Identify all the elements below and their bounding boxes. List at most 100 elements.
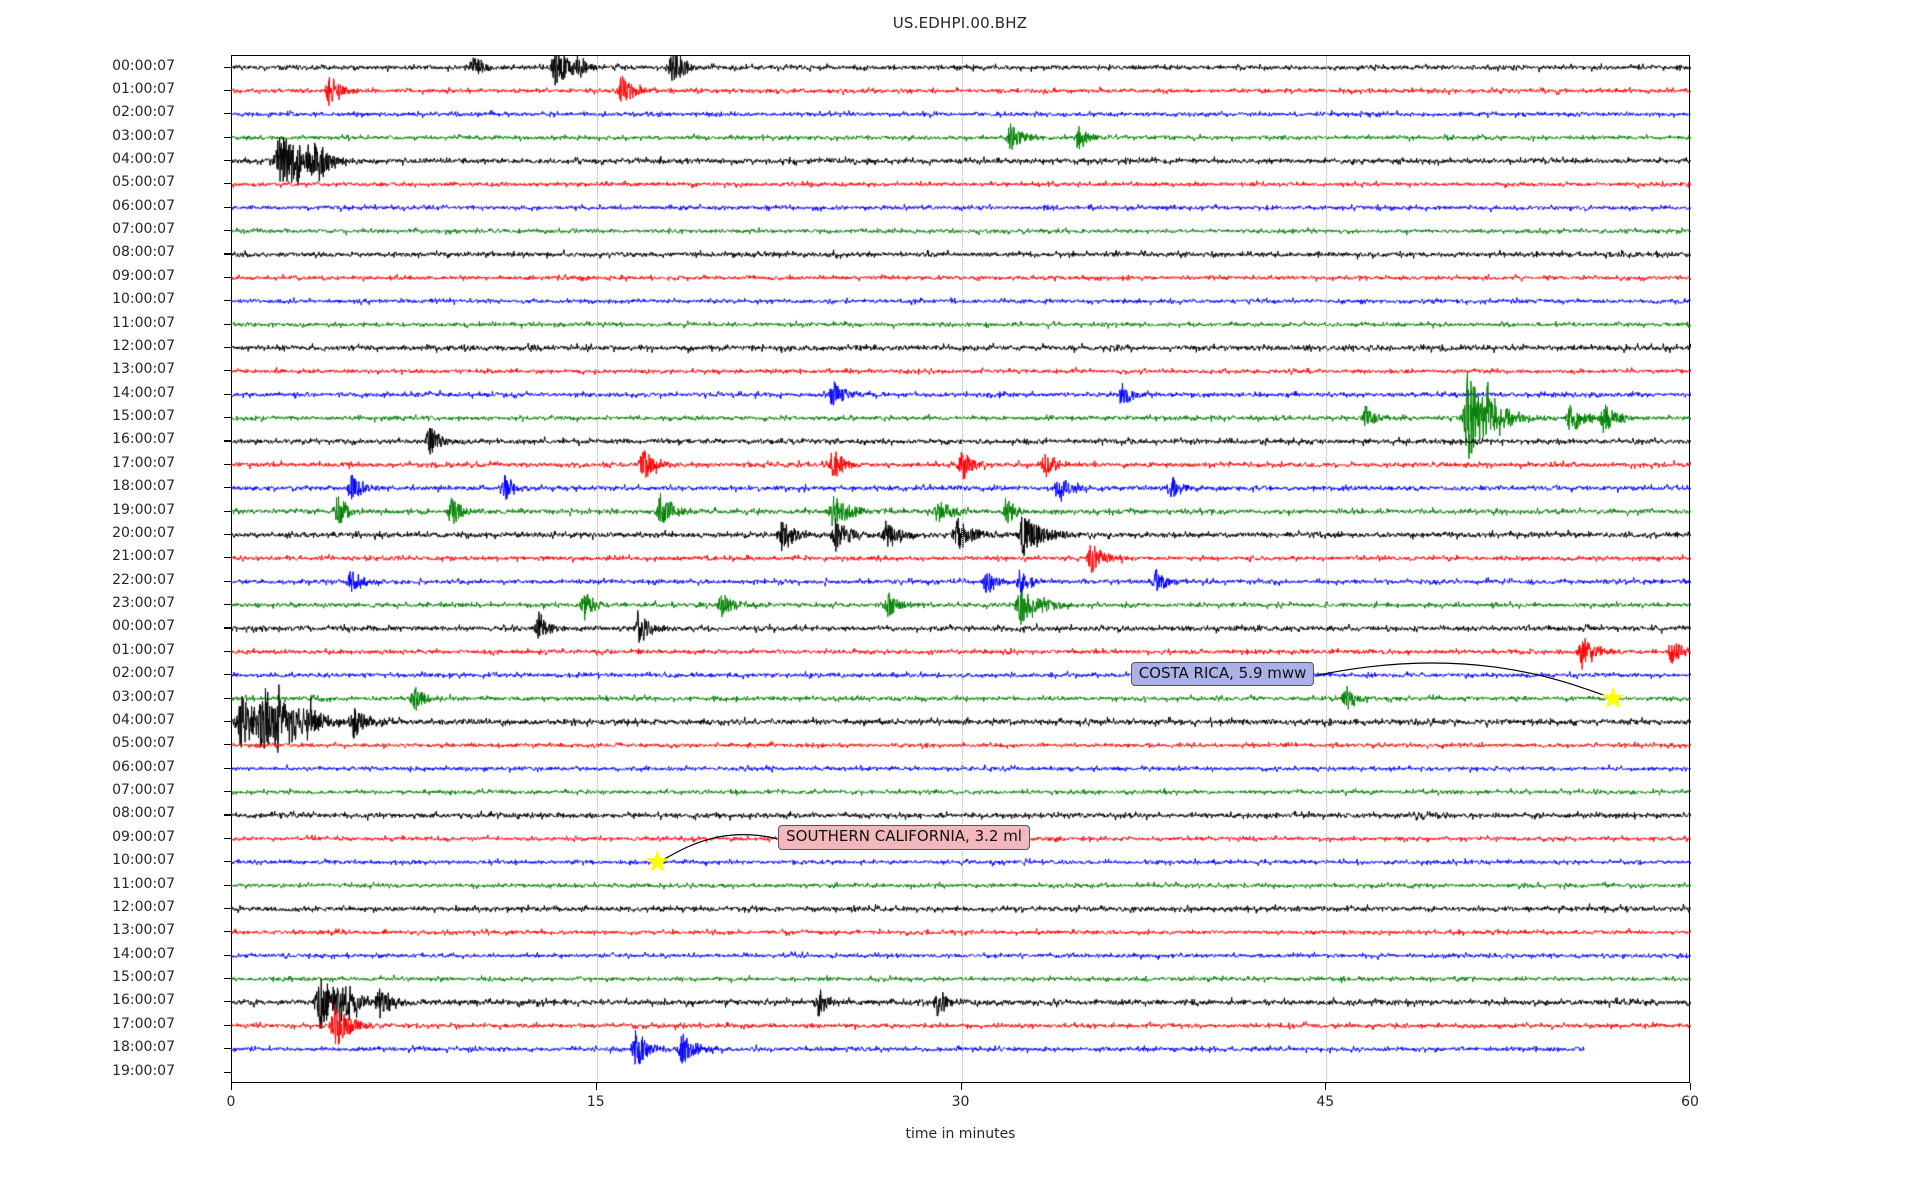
x-tick-label-60: 60 — [1681, 1094, 1699, 1110]
y-tick-mark-25 — [224, 650, 231, 652]
y-tick-mark-38 — [224, 954, 231, 956]
y-tick-mark-1 — [224, 89, 231, 91]
x-tick-mark-60 — [1690, 1083, 1692, 1090]
y-tick-label-6: 06:00:07 — [112, 197, 175, 214]
y-tick-label-11: 11:00:07 — [112, 314, 175, 331]
y-tick-label-8: 08:00:07 — [112, 244, 175, 261]
y-tick-mark-17 — [224, 463, 231, 465]
y-tick-mark-7 — [224, 230, 231, 232]
y-tick-mark-19 — [224, 510, 231, 512]
event-annotation-label: COSTA RICA, 5.9 mww — [1130, 661, 1315, 687]
y-tick-label-42: 18:00:07 — [112, 1039, 175, 1056]
y-tick-label-14: 14:00:07 — [112, 384, 175, 401]
y-tick-label-27: 03:00:07 — [112, 688, 175, 705]
y-tick-mark-39 — [224, 978, 231, 980]
y-tick-mark-33 — [224, 837, 231, 839]
y-tick-label-25: 01:00:07 — [112, 641, 175, 658]
y-tick-mark-23 — [224, 604, 231, 606]
y-tick-label-26: 02:00:07 — [112, 665, 175, 682]
y-tick-mark-41 — [224, 1024, 231, 1026]
y-tick-label-34: 10:00:07 — [112, 852, 175, 869]
y-tick-mark-8 — [224, 253, 231, 255]
y-tick-mark-42 — [224, 1048, 231, 1050]
y-tick-label-10: 10:00:07 — [112, 291, 175, 308]
y-tick-label-38: 14:00:07 — [112, 945, 175, 962]
y-tick-label-36: 12:00:07 — [112, 898, 175, 915]
y-tick-mark-4 — [224, 159, 231, 162]
y-tick-label-12: 12:00:07 — [112, 337, 175, 354]
y-tick-label-2: 02:00:07 — [112, 104, 175, 121]
y-tick-label-5: 05:00:07 — [112, 174, 175, 191]
x-tick-mark-30 — [960, 1083, 962, 1090]
x-axis-label: time in minutes — [905, 1126, 1016, 1142]
y-tick-mark-36 — [224, 907, 231, 909]
y-tick-label-13: 13:00:07 — [112, 361, 175, 378]
x-tick-label-15: 15 — [586, 1094, 605, 1110]
y-tick-label-22: 22:00:07 — [112, 571, 175, 588]
y-tick-mark-14 — [224, 393, 231, 395]
y-tick-label-7: 07:00:07 — [112, 221, 175, 238]
y-tick-mark-26 — [224, 674, 231, 676]
y-tick-label-39: 15:00:07 — [112, 969, 175, 985]
y-tick-mark-35 — [224, 884, 231, 886]
y-tick-label-31: 07:00:07 — [112, 782, 175, 799]
y-tick-label-15: 15:00:07 — [112, 408, 175, 425]
y-tick-mark-31 — [224, 791, 231, 793]
y-tick-mark-5 — [224, 183, 231, 185]
y-tick-label-24: 00:00:07 — [112, 618, 175, 635]
y-tick-label-29: 05:00:07 — [112, 735, 175, 752]
y-tick-label-35: 11:00:07 — [112, 875, 175, 892]
y-tick-mark-10 — [224, 300, 231, 302]
y-tick-label-21: 21:00:07 — [112, 548, 175, 565]
y-tick-label-37: 13:00:07 — [112, 922, 175, 939]
y-tick-label-40: 16:00:07 — [112, 992, 175, 1009]
y-tick-label-20: 20:00:07 — [112, 524, 175, 541]
gridline-45 — [1326, 56, 1328, 1084]
x-tick-label-45: 45 — [1316, 1094, 1335, 1110]
page-title: US.EDHPI.00.BHZ — [892, 14, 1028, 32]
y-tick-mark-29 — [224, 744, 231, 746]
y-tick-label-17: 17:00:07 — [112, 454, 175, 471]
y-tick-mark-2 — [224, 113, 231, 115]
y-tick-mark-43 — [224, 1071, 231, 1073]
x-tick-mark-15 — [595, 1083, 597, 1090]
y-tick-mark-24 — [224, 627, 231, 629]
y-tick-mark-12 — [224, 346, 231, 349]
x-tick-label-30: 30 — [951, 1094, 970, 1110]
y-tick-mark-9 — [224, 276, 231, 278]
y-tick-label-33: 09:00:07 — [112, 828, 175, 845]
y-tick-label-19: 19:00:07 — [112, 501, 175, 518]
y-tick-mark-21 — [224, 557, 231, 559]
event-annotation-label: SOUTHERN CALIFORNIA, 3.2 ml — [778, 825, 1030, 851]
y-tick-label-18: 18:00:07 — [112, 478, 175, 495]
plot-axes — [231, 55, 1691, 1084]
y-tick-mark-34 — [224, 861, 231, 863]
y-tick-label-0: 00:00:07 — [112, 57, 175, 74]
y-tick-mark-30 — [224, 767, 231, 769]
x-tick-mark-45 — [1325, 1083, 1327, 1090]
x-tick-mark-0 — [231, 1083, 233, 1090]
y-tick-mark-0 — [224, 66, 231, 68]
y-tick-label-1: 01:00:07 — [112, 80, 175, 97]
y-tick-mark-6 — [224, 206, 231, 208]
y-tick-label-28: 04:00:07 — [112, 711, 175, 728]
y-tick-mark-37 — [224, 931, 231, 933]
y-tick-label-32: 08:00:07 — [112, 805, 175, 822]
y-tick-mark-3 — [224, 136, 231, 138]
y-tick-mark-28 — [224, 720, 231, 722]
y-tick-label-23: 23:00:07 — [112, 595, 175, 612]
y-tick-mark-27 — [224, 697, 231, 699]
y-tick-label-9: 09:00:07 — [112, 267, 175, 284]
y-tick-mark-40 — [224, 1001, 231, 1003]
y-tick-mark-16 — [224, 440, 231, 442]
y-tick-mark-15 — [224, 417, 231, 419]
y-tick-label-3: 03:00:07 — [112, 127, 175, 144]
gridline-15 — [596, 56, 599, 1084]
y-tick-mark-11 — [224, 323, 231, 325]
y-tick-label-4: 04:00:07 — [112, 150, 175, 167]
y-tick-label-41: 17:00:07 — [112, 1015, 175, 1032]
y-tick-label-43: 19:00:07 — [112, 1062, 175, 1079]
gridline-30 — [961, 56, 964, 1084]
y-tick-label-30: 06:00:07 — [112, 758, 175, 775]
